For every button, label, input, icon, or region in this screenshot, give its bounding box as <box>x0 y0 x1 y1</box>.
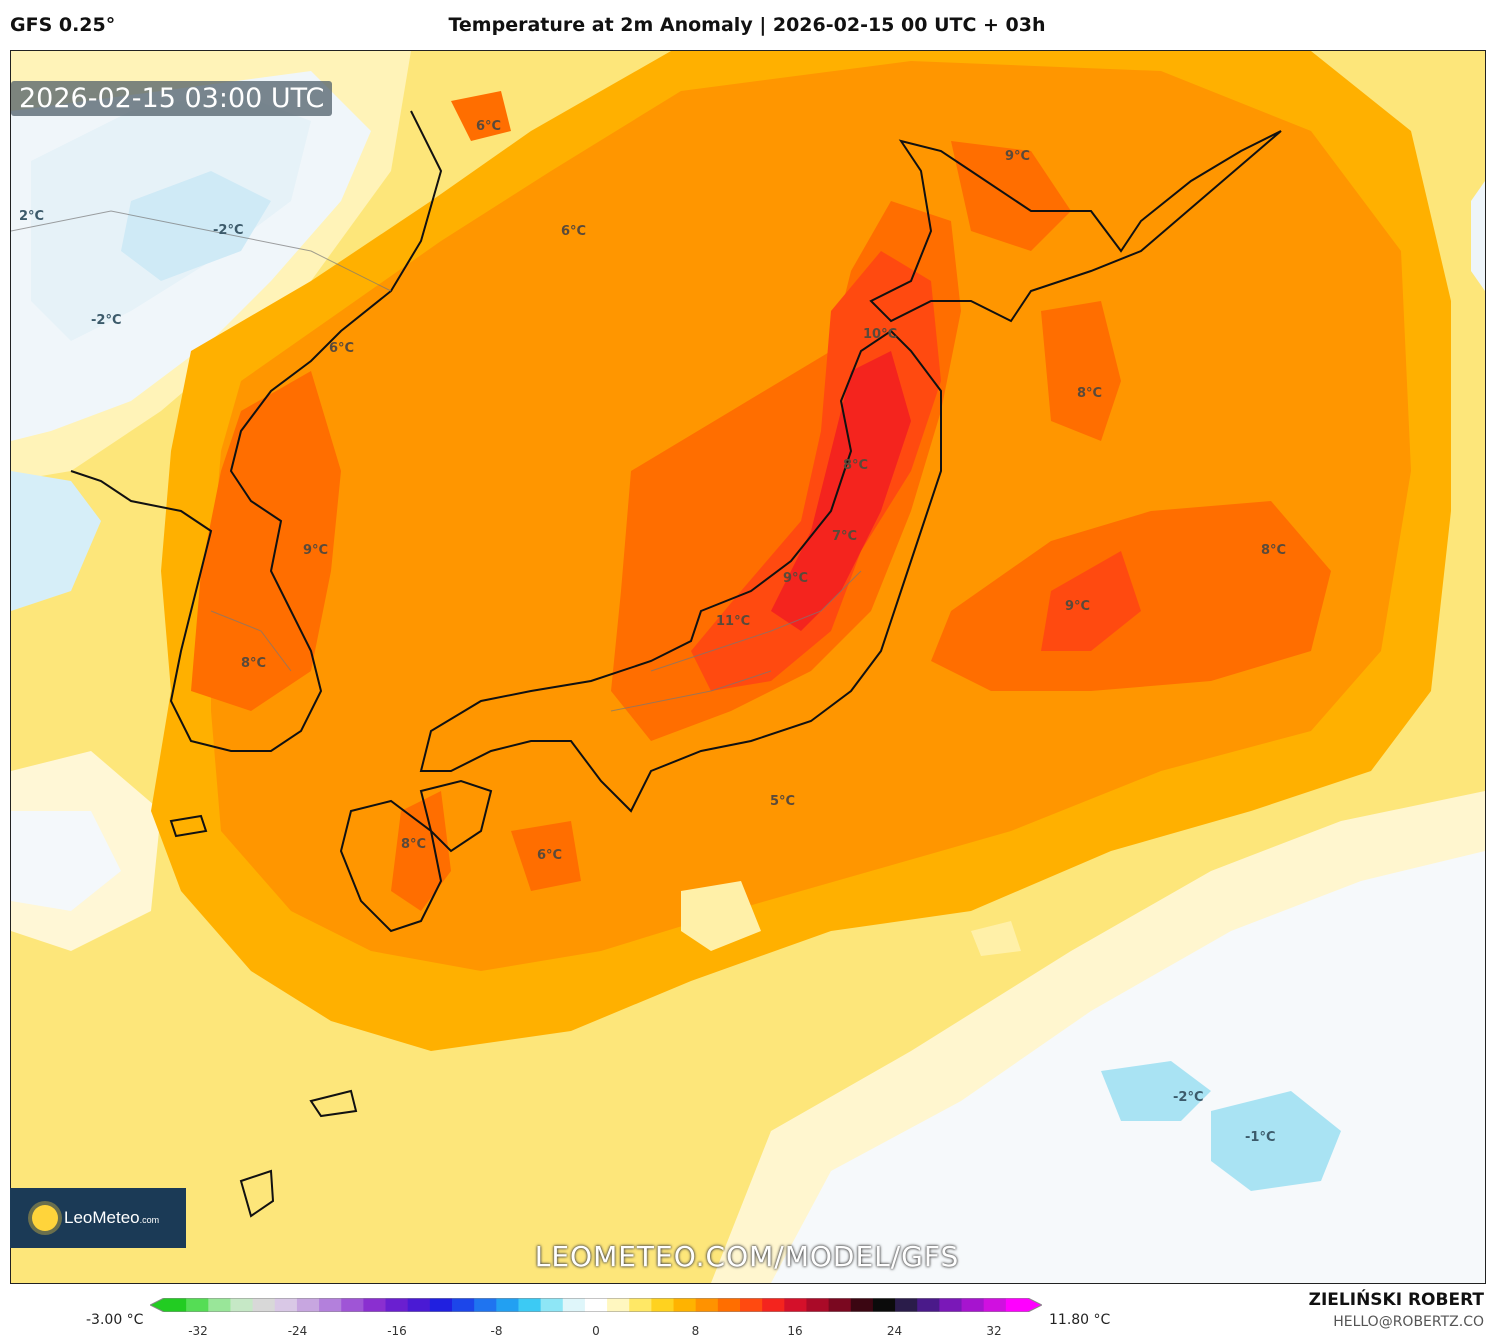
contour-label: 6°C <box>476 119 502 134</box>
colorbar-tick: -8 <box>490 1324 503 1338</box>
contour-label: 6°C <box>537 848 563 863</box>
colorbar-swatch <box>518 1298 542 1312</box>
colorbar-swatch <box>784 1298 807 1312</box>
contour-label: 9°C <box>303 543 329 558</box>
colorbar-tick: 8 <box>691 1324 700 1338</box>
colorbar-swatch <box>961 1298 985 1312</box>
contour-label: -2°C <box>1173 1090 1204 1105</box>
colorbar-swatch <box>828 1298 852 1312</box>
colorbar-swatch <box>850 1298 874 1312</box>
colorbar-swatch <box>939 1298 963 1312</box>
colorbar-swatch <box>717 1298 741 1312</box>
colorbar-swatch <box>872 1298 896 1312</box>
colorbar-swatch <box>208 1298 231 1312</box>
contour-label: -1°C <box>1245 1130 1276 1145</box>
colorbar-swatch <box>1005 1298 1029 1312</box>
contour-label: 9°C <box>1005 149 1031 164</box>
colorbar-max-arrow <box>1028 1298 1042 1312</box>
author-email[interactable]: HELLO@ROBERTZ.CO <box>1333 1314 1484 1330</box>
colorbar-swatch <box>673 1298 697 1312</box>
watermark-url: LEOMETEO.COM/MODEL/GFS <box>534 1240 960 1273</box>
colorbar-swatch <box>651 1298 675 1312</box>
colorbar-swatch <box>452 1298 475 1312</box>
colorbar-swatch <box>296 1298 320 1312</box>
map-shading <box>11 51 1485 1283</box>
author-name: ZIELIŃSKI ROBERT <box>1308 1290 1484 1310</box>
logo-text: LeoMeteo.com <box>64 1208 160 1227</box>
colorbar-tick: 0 <box>592 1324 600 1338</box>
contour-label: 8°C <box>401 837 427 852</box>
model-name: GFS 0.25° <box>10 14 116 36</box>
colorbar-tick: 16 <box>787 1324 803 1338</box>
colorbar-swatch <box>695 1298 719 1312</box>
contour-label: -2°C <box>91 313 122 328</box>
contour-label: 11°C <box>716 614 751 629</box>
contour-label: 8°C <box>241 656 267 671</box>
contour-label: 6°C <box>329 341 355 356</box>
colorbar-swatch <box>895 1298 918 1312</box>
leometeo-logo[interactable]: LeoMeteo.com <box>10 1188 186 1248</box>
colorbar-swatch <box>806 1298 830 1312</box>
contour-label: 10°C <box>863 327 898 342</box>
colorbar-swatch <box>917 1298 940 1312</box>
contour-label: 9°C <box>1065 599 1091 614</box>
colorbar-tick: 24 <box>886 1324 903 1338</box>
colorbar-swatch <box>230 1298 254 1312</box>
colorbar <box>150 1298 1042 1312</box>
contour-label: 6°C <box>561 224 587 239</box>
timestamp-badge: 2026-02-15 03:00 UTC <box>11 81 333 116</box>
colorbar-min-label: -3.00 °C <box>86 1312 144 1328</box>
colorbar-tick: -16 <box>387 1324 407 1338</box>
colorbar-swatch <box>983 1298 1007 1312</box>
colorbar-swatch <box>385 1298 409 1312</box>
colorbar-tick: 32 <box>986 1324 1002 1338</box>
contour-label: 8°C <box>1261 543 1287 558</box>
contour-label: 7°C <box>832 529 858 544</box>
colorbar-swatch <box>341 1298 364 1312</box>
colorbar-swatch <box>186 1298 209 1312</box>
colorbar-swatch <box>429 1298 453 1312</box>
colorbar-swatch <box>474 1298 497 1312</box>
anomaly-map[interactable]: 2026-02-15 03:00 UTC 6°C 9°C 2°C -2°C 6°… <box>10 50 1486 1284</box>
colorbar-swatch <box>252 1298 276 1312</box>
contour-label: 9°C <box>783 571 809 586</box>
contour-label: 2°C <box>19 209 45 224</box>
contour-label: -2°C <box>213 223 244 238</box>
contour-label: 5°C <box>770 794 796 809</box>
colorbar-swatch <box>274 1298 298 1312</box>
colorbar-swatch <box>584 1298 608 1312</box>
colorbar-swatch <box>319 1298 342 1312</box>
colorbar-swatch <box>740 1298 763 1312</box>
colorbar-tick: -32 <box>188 1324 208 1338</box>
colorbar-swatch <box>363 1298 387 1312</box>
sun-icon <box>32 1205 58 1231</box>
chart-title: Temperature at 2m Anomaly | 2026-02-15 0… <box>448 14 1046 36</box>
colorbar-tick: -24 <box>287 1324 308 1338</box>
contour-label: 8°C <box>843 458 869 473</box>
colorbar-swatch <box>540 1298 564 1312</box>
colorbar-swatch <box>607 1298 630 1312</box>
colorbar-swatch <box>164 1298 187 1312</box>
contour-label: 8°C <box>1077 386 1103 401</box>
colorbar-max-label: 11.80 °C <box>1049 1312 1111 1328</box>
colorbar-swatch <box>562 1298 586 1312</box>
colorbar-swatch <box>496 1298 519 1312</box>
colorbar-swatch <box>629 1298 652 1312</box>
colorbar-swatch <box>407 1298 431 1312</box>
colorbar-swatch <box>762 1298 785 1312</box>
colorbar-min-arrow <box>150 1298 164 1312</box>
